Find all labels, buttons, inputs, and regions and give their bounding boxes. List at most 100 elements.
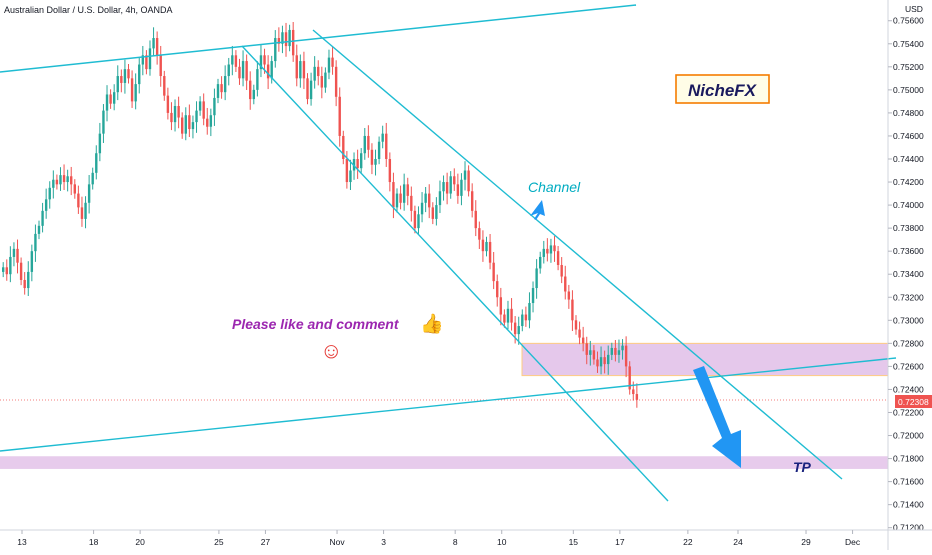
zones-layer (0, 342, 889, 469)
price-tick-label: 0.73400 (893, 269, 924, 279)
upper-trendline (0, 4, 637, 73)
time-tick-label: 3 (381, 537, 386, 547)
price-tick-label: 0.74200 (893, 177, 924, 187)
candle-body (145, 55, 148, 70)
target-arrow-icon (693, 366, 741, 468)
candle-body (603, 357, 606, 365)
candle-body (506, 308, 510, 323)
price-tick-label: 0.74400 (893, 154, 924, 164)
candle-body (503, 314, 506, 323)
price-tick-label: 0.74000 (893, 200, 924, 210)
candle-body (37, 225, 41, 234)
time-tick-label: 25 (214, 537, 224, 547)
candle-body (59, 175, 62, 185)
candle-body (345, 159, 349, 183)
candle-body (564, 276, 567, 292)
candle-body (220, 84, 223, 93)
candle-body (77, 193, 80, 208)
candle-body (381, 133, 384, 142)
candle-body (238, 66, 241, 79)
trendlines-layer[interactable] (0, 4, 897, 502)
time-tick-label: 13 (17, 537, 27, 547)
candle-body (585, 343, 588, 355)
currency-label[interactable]: USD (905, 4, 923, 14)
candle-body (610, 347, 613, 355)
candle-body (209, 115, 213, 127)
candle-body (295, 55, 298, 79)
channel-label: Channel (528, 179, 581, 195)
candle-body (281, 32, 284, 44)
candle-body (27, 271, 30, 289)
candle-body (592, 350, 596, 360)
candle-body (535, 268, 538, 289)
price-tick-label: 0.72200 (893, 407, 924, 417)
candle-body (12, 248, 16, 257)
candle-body (431, 207, 434, 219)
candle-body (635, 394, 639, 400)
candle-body (202, 101, 205, 119)
candle-body (581, 337, 585, 344)
price-tick-label: 0.71200 (893, 523, 924, 533)
candle-body (463, 170, 467, 180)
tp-label: TP (793, 459, 812, 475)
candle-body (184, 115, 187, 134)
candle-body (102, 110, 105, 134)
candle-body (356, 159, 359, 169)
time-tick-label: 24 (733, 537, 743, 547)
price-tick-label: 0.72000 (893, 431, 924, 441)
thumbs-up-icon: 👍 (420, 312, 444, 335)
channel-pointer-icon (530, 200, 545, 220)
candle-body (181, 117, 184, 134)
candle-body (109, 94, 112, 104)
rising-support-line (0, 357, 897, 452)
candle-body (327, 57, 331, 73)
candle-body (141, 55, 145, 65)
price-tick-label: 0.75200 (893, 62, 924, 72)
candle-body (317, 66, 320, 77)
price-tick-label: 0.73000 (893, 315, 924, 325)
price-tick-label: 0.74600 (893, 131, 924, 141)
candle-body (116, 76, 119, 93)
candle-body (481, 239, 485, 252)
candle-body (288, 29, 291, 47)
candle-body (123, 69, 127, 83)
candle-body (48, 187, 51, 200)
candle-body (574, 320, 578, 330)
candle-body (9, 256, 12, 275)
candle-body (395, 193, 399, 208)
candle-body (299, 61, 302, 79)
time-tick-label: 20 (135, 537, 145, 547)
brand-label: NicheFX (688, 81, 758, 100)
candle-body (374, 159, 377, 165)
candle-body (313, 66, 316, 81)
price-axis[interactable]: 0.71200 0.71400 0.71600 0.71800 0.72000 0.722… (887, 0, 924, 550)
candle-body (166, 95, 170, 113)
candle-body (320, 76, 324, 88)
candle-body (263, 55, 266, 65)
candle-body (528, 303, 531, 321)
candle-body (445, 182, 449, 194)
candle-body (370, 149, 374, 165)
candle-body (159, 55, 162, 77)
time-tick-label: Nov (329, 537, 345, 547)
last-price-text: 0.72308 (898, 397, 929, 407)
candle-body (417, 214, 420, 229)
time-axis[interactable]: 13 18 20 25 27 Nov 3 8 10 15 17 22 24 29 Dec (0, 529, 932, 547)
candle-body (513, 322, 517, 335)
candle-body (560, 265, 563, 277)
candle-body (542, 248, 545, 257)
brand-box: NicheFX (675, 74, 770, 104)
candle-body (624, 345, 628, 367)
candle-body (617, 350, 621, 355)
candle-body (44, 199, 48, 211)
last-price-badge[interactable]: 0.72308 (895, 395, 932, 408)
candle-body (266, 64, 270, 79)
candle-body (227, 64, 230, 77)
candle-body (402, 184, 406, 203)
time-tick-label: 10 (497, 537, 507, 547)
candle-body (474, 210, 477, 229)
candle-body (252, 89, 255, 100)
candle-body (270, 61, 273, 79)
